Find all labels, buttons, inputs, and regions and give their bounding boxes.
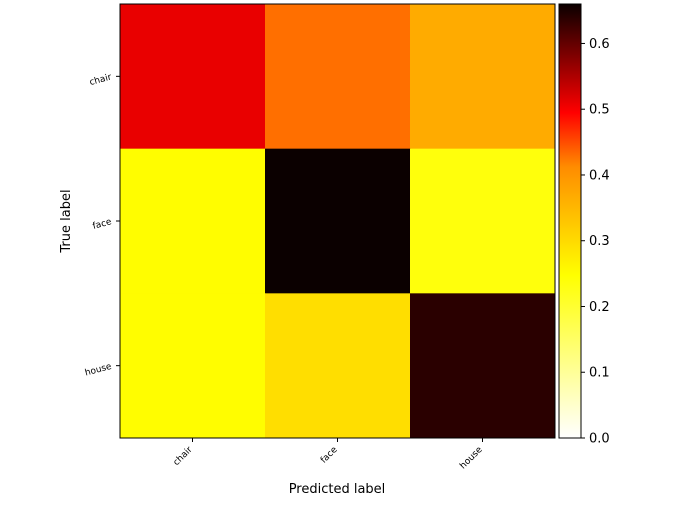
x-axis-ticks: chair face house [172, 438, 485, 471]
colorbar [558, 3, 582, 439]
colorbar-tick-label: 0.4 [589, 168, 610, 183]
colorbar-tick-label: 0.5 [589, 103, 610, 118]
heatmap-cell-house-face [265, 293, 411, 439]
heatmap-cell-chair-house [410, 4, 556, 150]
colorbar-tick-label: 0.0 [589, 432, 610, 447]
heatmap-cells [120, 4, 556, 439]
heatmap-cell-chair-chair [120, 4, 266, 150]
x-tick-label-chair: chair [172, 445, 195, 468]
heatmap-cell-face-face [265, 148, 411, 294]
colorbar-tick-label: 0.6 [589, 37, 610, 52]
heatmap-cell-chair-face [265, 4, 411, 150]
heatmap-cell-face-chair [120, 148, 266, 294]
x-axis-label: Predicted label [289, 482, 386, 497]
colorbar-ticks: 0.0 0.1 0.2 0.3 0.4 0.5 0.6 [581, 37, 610, 447]
y-tick-label-house: house [84, 362, 113, 379]
heatmap-cell-face-house [410, 148, 556, 294]
x-tick-label-face: face [319, 445, 340, 466]
colorbar-tick-label: 0.3 [589, 234, 610, 249]
y-tick-label-chair: chair [89, 72, 113, 88]
heatmap-cell-house-house [410, 293, 556, 439]
heatmap-cell-house-chair [120, 293, 266, 439]
y-tick-label-face: face [92, 217, 114, 232]
colorbar-tick-label: 0.1 [589, 366, 610, 381]
x-tick-label-house: house [458, 445, 485, 472]
y-axis-label: True label [59, 189, 74, 253]
colorbar-tick-label: 0.2 [589, 300, 610, 315]
y-axis-ticks: chair face house [84, 72, 120, 379]
